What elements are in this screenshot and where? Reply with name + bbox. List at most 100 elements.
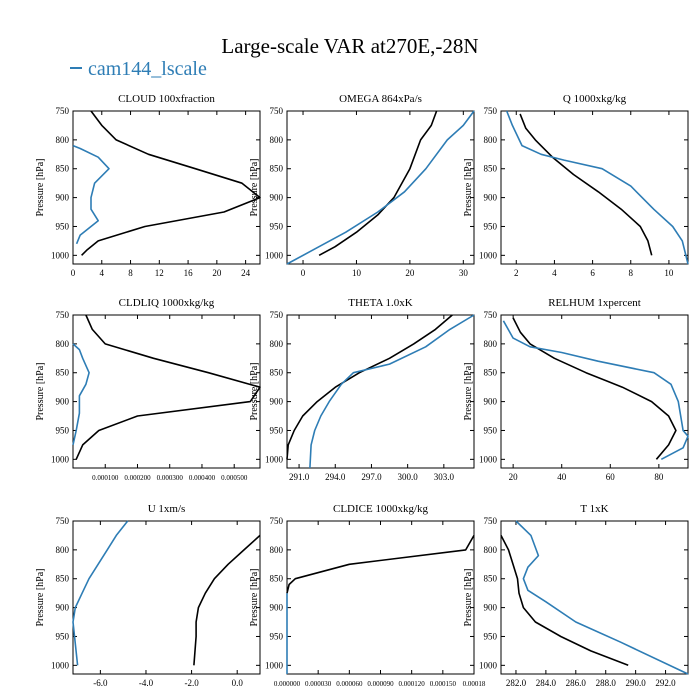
- series-line-black: [519, 113, 653, 256]
- y-tick-label: 1000: [265, 250, 284, 260]
- y-tick-label: 750: [484, 106, 498, 116]
- y-axis-label: Pressure [hPa]: [249, 568, 260, 626]
- series-line-blue: [72, 343, 90, 446]
- y-tick-label: 850: [270, 164, 284, 174]
- y-tick-label: 800: [270, 339, 284, 349]
- y-axis-label: Pressure [hPa]: [463, 362, 474, 420]
- plot-frame: [500, 110, 689, 265]
- legend: cam144_lscale: [70, 58, 207, 81]
- y-axis-label: Pressure [hPa]: [35, 158, 46, 216]
- y-tick-label: 950: [270, 221, 284, 231]
- plot-frame: [72, 110, 261, 265]
- legend-line-swatch: [70, 67, 82, 70]
- y-tick-label: 950: [484, 221, 498, 231]
- y-axis-label: Pressure [hPa]: [463, 158, 474, 216]
- x-tick-label: 30: [459, 268, 469, 278]
- y-axis-label: Pressure [hPa]: [249, 158, 260, 216]
- x-tick-label: 24: [241, 268, 251, 278]
- y-tick-label: 1000: [479, 454, 498, 464]
- y-tick-label: 750: [270, 106, 284, 116]
- x-tick-label: 6: [590, 268, 595, 278]
- x-tick-label: -2.0: [184, 678, 199, 688]
- plot-frame: [72, 520, 261, 675]
- x-tick-label: 290.0: [626, 678, 647, 688]
- y-tick-label: 750: [56, 106, 70, 116]
- series-line-black: [512, 317, 677, 460]
- panel-title: THETA 1.0xK: [348, 297, 413, 309]
- y-tick-label: 800: [270, 545, 284, 555]
- x-tick-label: 0: [71, 268, 76, 278]
- series-line-blue: [515, 520, 689, 675]
- y-tick-label: 850: [484, 164, 498, 174]
- x-tick-label: 294.0: [325, 472, 346, 482]
- x-tick-label: 16: [184, 268, 194, 278]
- y-axis-label: Pressure [hPa]: [463, 568, 474, 626]
- x-tick-label: 12: [155, 268, 164, 278]
- x-tick-label: 0.000200: [124, 474, 151, 482]
- panel-title: OMEGA 864xPa/s: [339, 93, 422, 105]
- x-tick-label: 0.000120: [399, 680, 426, 688]
- x-tick-label: 0.000500: [221, 474, 248, 482]
- x-tick-label: 0.000300: [157, 474, 184, 482]
- series-line-blue: [505, 110, 689, 265]
- chart-title: Large-scale VAR at270E,-28N: [221, 34, 479, 58]
- plot-frame: [500, 314, 689, 469]
- x-tick-label: 60: [606, 472, 616, 482]
- x-tick-label: 10: [352, 268, 362, 278]
- x-tick-label: 0.000090: [367, 680, 394, 688]
- x-tick-label: 291.0: [289, 472, 310, 482]
- series-line-black: [75, 314, 261, 460]
- x-tick-label: 0.000100: [92, 474, 119, 482]
- x-tick-label: 8: [128, 268, 133, 278]
- y-tick-label: 800: [56, 339, 70, 349]
- y-axis-label: Pressure [hPa]: [35, 362, 46, 420]
- panel-title: U 1xm/s: [148, 503, 186, 515]
- panel-title: Q 1000xkg/kg: [563, 93, 627, 105]
- x-tick-label: 4: [100, 268, 105, 278]
- x-tick-label: 10: [664, 268, 674, 278]
- y-axis-label: Pressure [hPa]: [249, 362, 260, 420]
- x-tick-label: 0.000060: [336, 680, 363, 688]
- series-line-blue: [309, 314, 475, 469]
- panel-title: CLDICE 1000xkg/kg: [333, 503, 429, 515]
- y-tick-label: 850: [56, 164, 70, 174]
- plot-frame: [500, 520, 689, 675]
- y-tick-label: 950: [484, 425, 498, 435]
- x-tick-label: 4: [552, 268, 557, 278]
- y-tick-label: 800: [484, 135, 498, 145]
- y-tick-label: 950: [484, 631, 498, 641]
- y-tick-label: 950: [270, 425, 284, 435]
- y-tick-label: 750: [56, 516, 70, 526]
- y-tick-label: 800: [56, 545, 70, 555]
- y-tick-label: 850: [56, 574, 70, 584]
- y-tick-label: 750: [484, 310, 498, 320]
- y-tick-label: 850: [270, 574, 284, 584]
- x-tick-label: 0.000000: [274, 680, 301, 688]
- y-tick-label: 800: [484, 339, 498, 349]
- x-tick-label: 2: [514, 268, 519, 278]
- y-tick-label: 950: [56, 425, 70, 435]
- y-tick-label: 1000: [51, 660, 70, 670]
- x-tick-label: 20: [405, 268, 415, 278]
- y-tick-label: 1000: [265, 454, 284, 464]
- plot-frame: [286, 110, 475, 265]
- panel-title: CLOUD 100xfraction: [118, 93, 215, 105]
- y-tick-label: 1000: [479, 250, 498, 260]
- y-tick-label: 900: [484, 603, 498, 613]
- y-tick-label: 950: [56, 221, 70, 231]
- panel-title: T 1xK: [580, 503, 608, 515]
- y-axis-label: Pressure [hPa]: [35, 568, 46, 626]
- x-tick-label: 40: [557, 472, 567, 482]
- series-line-black: [81, 110, 261, 256]
- x-tick-label: 8: [629, 268, 634, 278]
- series-line-blue: [72, 144, 110, 245]
- x-tick-label: -6.0: [93, 678, 108, 688]
- y-tick-label: 1000: [479, 660, 498, 670]
- x-tick-label: 0.000030: [305, 680, 332, 688]
- y-tick-label: 800: [270, 135, 284, 145]
- y-tick-label: 850: [270, 368, 284, 378]
- series-line-black: [318, 110, 438, 257]
- y-tick-label: 750: [270, 310, 284, 320]
- y-tick-label: 850: [484, 574, 498, 584]
- x-tick-label: 282.0: [506, 678, 527, 688]
